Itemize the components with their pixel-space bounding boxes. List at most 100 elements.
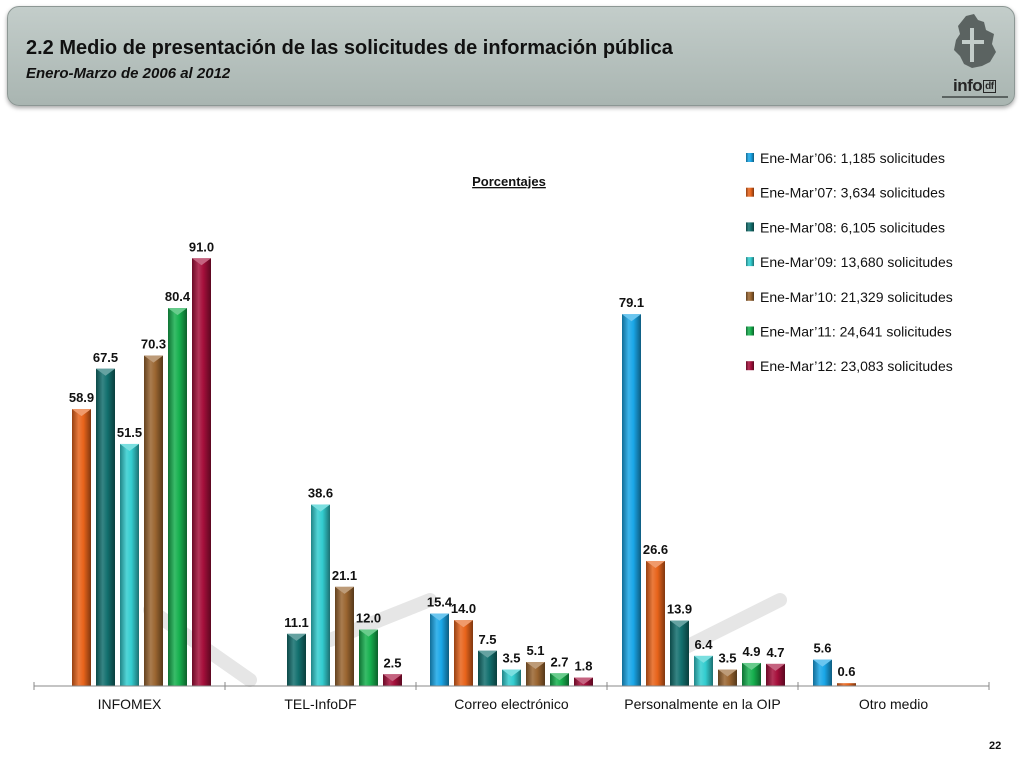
bar-cap xyxy=(359,629,378,637)
bar-cap xyxy=(502,669,521,677)
bar-1-series-2 xyxy=(72,409,91,686)
bar-cap xyxy=(646,560,665,568)
bar-cap xyxy=(478,650,497,658)
data-label: 51.5 xyxy=(117,425,142,440)
bar-4-series-2 xyxy=(646,560,665,686)
legend-swatch xyxy=(746,153,754,162)
bar-2-series-6 xyxy=(359,629,378,686)
bar-cap xyxy=(72,409,91,417)
data-label: 11.1 xyxy=(284,615,309,630)
data-label: 2.7 xyxy=(550,654,568,669)
bar-cap xyxy=(622,314,641,322)
logo-text: info xyxy=(953,76,983,95)
data-label: 7.5 xyxy=(478,632,496,647)
bar-3-series-4 xyxy=(502,669,521,686)
bar-1-series-5 xyxy=(144,355,163,686)
data-label: 1.8 xyxy=(574,659,592,674)
bar-4-series-1 xyxy=(622,314,641,686)
bar-cap xyxy=(454,620,473,628)
legend-swatch xyxy=(746,291,754,301)
bar-4-series-6 xyxy=(742,662,761,686)
page-title: 2.2 Medio de presentación de las solicit… xyxy=(26,37,673,59)
bar-cap xyxy=(526,662,545,670)
data-label: 91.0 xyxy=(189,239,214,254)
data-label: 0.6 xyxy=(837,664,855,679)
bar-3-series-2 xyxy=(454,620,473,686)
legend-swatch xyxy=(746,361,754,371)
page-subtitle: Enero-Marzo de 2006 al 2012 xyxy=(26,65,231,82)
data-label: 26.6 xyxy=(643,542,668,557)
x-axis: INFOMEX TEL-InfoDF Correo electrónico Perso… xyxy=(33,682,990,712)
data-label: 21.1 xyxy=(332,568,357,583)
bar-5-series-2 xyxy=(837,683,856,686)
bar-cap xyxy=(550,673,569,681)
bar-4-series-5 xyxy=(718,669,737,686)
bar-cap xyxy=(670,620,689,628)
legend-swatch xyxy=(746,326,754,336)
x-tick-label: Correo electrónico xyxy=(454,696,569,712)
bar-cap xyxy=(383,674,402,682)
data-label: 3.5 xyxy=(502,651,520,666)
bar-cap xyxy=(718,669,737,677)
bar-3-series-5 xyxy=(526,662,545,686)
data-label: 15.4 xyxy=(427,595,453,610)
legend-label: Ene-Mar’09: 13,680 solicitudes xyxy=(760,254,953,270)
data-label: 6.4 xyxy=(694,637,713,652)
bar-3-series-3 xyxy=(478,650,497,686)
bar-cap xyxy=(192,258,211,266)
infodf-logo-icon xyxy=(954,14,996,68)
legend: Ene-Mar’06: 1,185 solicitudes Ene-Mar’07:… xyxy=(746,150,953,374)
bar-cap xyxy=(168,308,187,316)
bar-1-series-6 xyxy=(168,308,187,686)
data-label: 13.9 xyxy=(667,602,692,617)
legend-label: Ene-Mar’07: 3,634 solicitudes xyxy=(760,185,945,201)
logo-caption-line xyxy=(942,96,1008,98)
legend-label: Ene-Mar’06: 1,185 solicitudes xyxy=(760,150,945,166)
bar-1-series-3 xyxy=(96,368,115,686)
data-label: 70.3 xyxy=(141,337,166,352)
bar-2-series-3 xyxy=(287,633,306,686)
bar-cap xyxy=(574,677,593,685)
bar-4-series-7 xyxy=(766,663,785,686)
data-label: 2.5 xyxy=(383,655,401,670)
bar-2-series-5 xyxy=(335,586,354,686)
data-labels-group: 58.9 67.5 51.5 70.3 80.4 91.0 11.1 38.6 21.1 12.0… xyxy=(69,239,856,679)
bar-5-series-1 xyxy=(813,659,832,686)
bar-cap xyxy=(742,662,761,670)
legend-swatch xyxy=(746,222,754,232)
bar-4-series-4 xyxy=(694,655,713,686)
data-label: 4.7 xyxy=(766,645,784,660)
bar-cap xyxy=(96,368,115,376)
x-tick-label: Personalmente en la OIP xyxy=(624,696,780,712)
bars-group xyxy=(72,258,856,687)
x-tick-label: INFOMEX xyxy=(98,696,162,712)
page-number: 22 xyxy=(989,740,1002,752)
watermark-stroke xyxy=(673,593,787,657)
x-tick-label: Otro medio xyxy=(859,696,928,712)
x-tick-label: TEL-InfoDF xyxy=(284,696,356,712)
data-label: 67.5 xyxy=(93,350,118,365)
bar-cap xyxy=(430,613,449,621)
legend-swatch xyxy=(746,187,754,197)
bar-cap xyxy=(335,586,354,594)
data-label: 58.9 xyxy=(69,390,94,405)
legend-swatch xyxy=(746,257,754,267)
bar-1-series-4 xyxy=(120,443,139,686)
data-label: 12.0 xyxy=(356,611,381,626)
data-label: 14.0 xyxy=(451,601,476,616)
data-label: 38.6 xyxy=(308,486,333,501)
bar-cap xyxy=(766,663,785,671)
data-label: 79.1 xyxy=(619,295,644,310)
header-banner: 2.2 Medio de presentación de las solicit… xyxy=(7,6,1015,106)
data-label: 5.6 xyxy=(813,641,831,656)
legend-label: Ene-Mar’08: 6,105 solicitudes xyxy=(760,219,945,235)
bar-cap xyxy=(120,443,139,451)
legend-label: Ene-Mar’11: 24,641 solicitudes xyxy=(760,324,952,340)
legend-label: Ene-Mar’10: 21,329 solicitudes xyxy=(760,289,953,305)
legend-label: Ene-Mar’12: 23,083 solicitudes xyxy=(760,358,953,374)
bar-cap xyxy=(813,659,832,667)
bar-cap xyxy=(694,655,713,663)
bar-cap xyxy=(287,633,306,641)
data-label: 5.1 xyxy=(526,643,544,658)
